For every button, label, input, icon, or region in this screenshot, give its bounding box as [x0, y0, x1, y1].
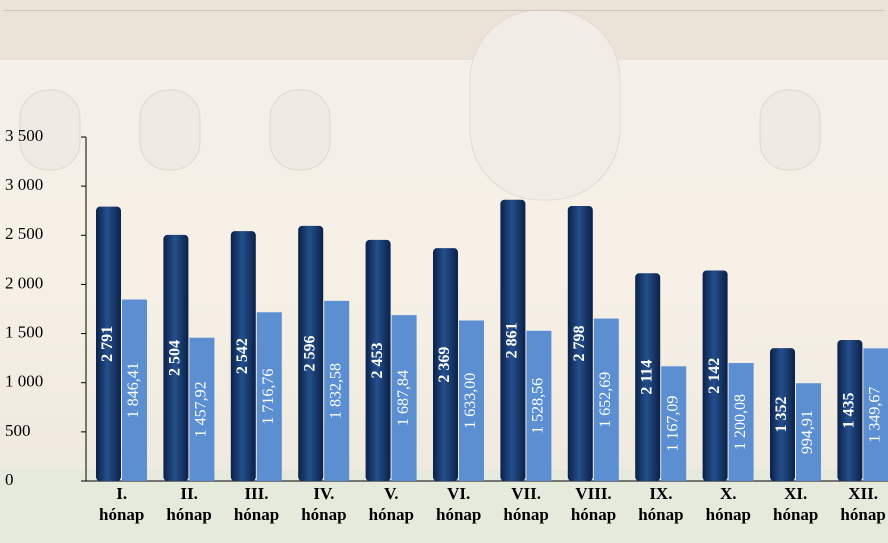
bar — [324, 300, 350, 481]
x-tick-label: III. hónap — [233, 484, 280, 524]
bar — [298, 225, 324, 481]
bar — [163, 234, 189, 481]
value-label: 2 861 — [504, 322, 521, 358]
bar — [593, 318, 619, 481]
y-tick-label: 3 000 — [5, 175, 43, 194]
bar — [122, 299, 147, 481]
value-label: 2 369 — [436, 347, 453, 383]
bar — [433, 248, 458, 481]
bar — [770, 348, 795, 481]
x-tick-label: I. hónap — [99, 484, 145, 524]
x-tick-label: XII. hónap — [840, 484, 886, 524]
value-label: 2 453 — [369, 342, 386, 378]
y-tick-label: 1 000 — [5, 372, 43, 391]
value-label: 2 791 — [99, 326, 116, 362]
value-label: 1 435 — [841, 392, 858, 428]
value-label: 1 352 — [773, 397, 790, 433]
bar — [837, 339, 863, 481]
value-label: 2 504 — [167, 340, 184, 376]
value-label: 1 633,00 — [462, 373, 479, 429]
y-tick-label: 3 500 — [5, 126, 43, 145]
value-label: 1 687,84 — [395, 370, 412, 426]
value-label: 1 200,08 — [732, 394, 749, 450]
value-label: 2 142 — [706, 358, 723, 394]
bar — [500, 199, 526, 481]
bar — [796, 383, 821, 481]
bar — [635, 273, 661, 481]
bar — [256, 312, 282, 481]
bar — [526, 330, 552, 481]
x-tick-label: IX. hónap — [638, 484, 684, 524]
value-label: 1 846,41 — [125, 362, 142, 418]
x-tick-label: V. hónap — [368, 484, 414, 524]
bar — [459, 320, 484, 481]
x-tick-label: VI. hónap — [436, 484, 482, 524]
bar — [189, 337, 215, 481]
value-label: 994,91 — [799, 410, 816, 454]
value-label: 1 349,67 — [867, 387, 884, 443]
bar — [230, 231, 256, 481]
y-tick-label: 0 — [5, 470, 14, 489]
value-label: 2 114 — [638, 360, 655, 395]
x-tick-label: XI. hónap — [773, 484, 819, 524]
x-tick-label: X. hónap — [705, 484, 751, 524]
value-label: 1 528,56 — [530, 378, 547, 434]
x-tick-label: IV. hónap — [301, 484, 347, 524]
value-label: 1 457,92 — [193, 381, 210, 437]
x-tick-label: VIII. hónap — [570, 484, 617, 524]
bar — [702, 270, 728, 481]
bar — [365, 239, 391, 481]
value-label: 2 596 — [301, 335, 318, 371]
value-label: 2 798 — [571, 325, 588, 361]
x-tick-label: VII. hónap — [503, 484, 549, 524]
y-tick-label: 2 000 — [5, 273, 43, 292]
bar — [391, 315, 417, 481]
bar — [863, 348, 888, 481]
value-label: 1 716,76 — [260, 369, 277, 425]
y-tick-label: 500 — [5, 421, 31, 440]
value-label: 1 832,58 — [327, 363, 344, 419]
value-label: 1 652,69 — [597, 372, 614, 428]
bar — [728, 363, 754, 481]
x-tick-label: II. hónap — [166, 484, 212, 524]
value-label: 1 167,09 — [664, 396, 681, 452]
bar — [661, 366, 687, 481]
bar — [96, 206, 121, 481]
bar — [567, 205, 593, 481]
y-tick-label: 1 500 — [5, 322, 43, 341]
value-label: 2 542 — [234, 338, 251, 374]
y-tick-label: 2 500 — [5, 224, 43, 243]
